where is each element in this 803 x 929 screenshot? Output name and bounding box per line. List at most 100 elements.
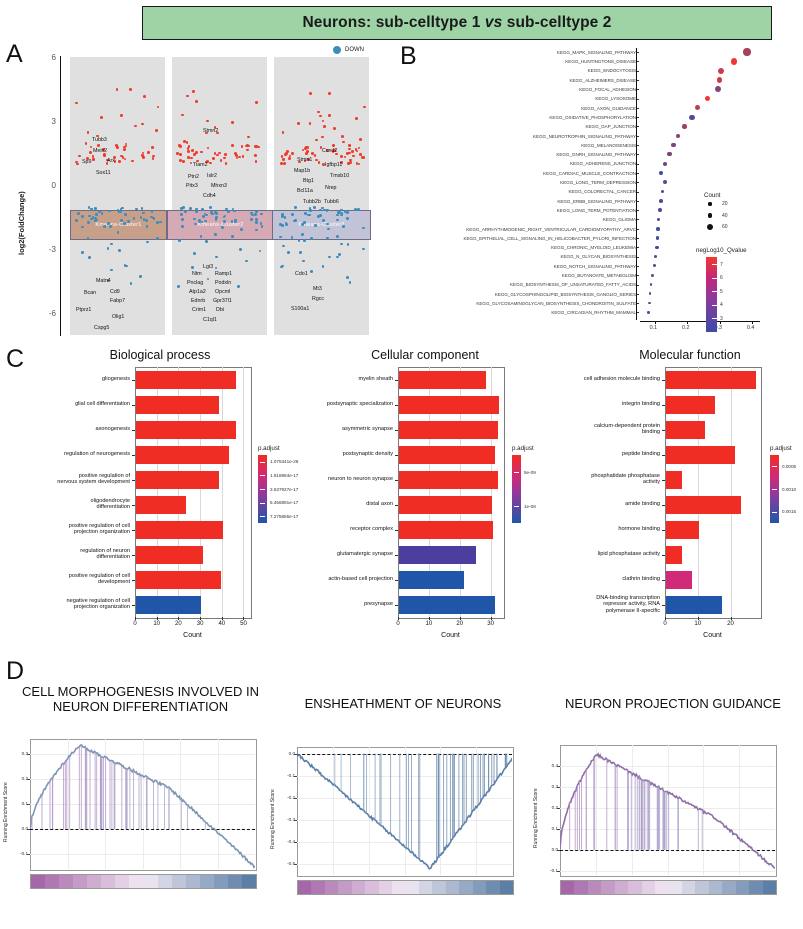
kegg-axis-tick <box>636 52 639 53</box>
bar-axis-tick <box>662 404 665 406</box>
scatter-point-down <box>340 213 344 217</box>
heatstrip-segment <box>668 881 682 894</box>
count-legend-dot <box>708 202 712 206</box>
scatter-point-up <box>288 154 292 158</box>
scatter-point-up <box>133 124 137 128</box>
scatter-point-up <box>124 144 128 148</box>
heatstrip-segment <box>695 881 709 894</box>
bar-category-label: neuron to neuron synapse <box>328 476 393 483</box>
gsea-gridline-v <box>180 739 181 869</box>
gsea-gridline-v <box>217 739 219 869</box>
scatter-point-up <box>195 151 199 155</box>
bar-axis-tick <box>132 604 135 606</box>
scatter-point-down <box>87 255 91 259</box>
padjust-legend-tick <box>260 489 265 490</box>
bar-axis-tick <box>395 454 398 456</box>
heatstrip-segment <box>655 881 669 894</box>
heatstrip-segment <box>614 881 629 894</box>
scatter-point-up <box>187 144 191 148</box>
scatter-point-down <box>254 221 258 224</box>
kegg-category-label: KEGG_FOCAL_ADHESION <box>579 87 636 92</box>
gsea-y-tick <box>557 870 560 872</box>
scatter-point-up <box>357 146 361 150</box>
scatter-point-down <box>90 217 93 221</box>
bar-x-tick-label: 0 <box>133 621 137 627</box>
bar-axis-tick <box>662 429 665 431</box>
scatter-point-down <box>308 206 312 210</box>
bar-axis-tick <box>395 404 398 406</box>
gsea-y-tick <box>294 775 297 777</box>
scatter-point-up <box>235 156 239 160</box>
scatter-point-up <box>253 154 257 157</box>
scatter-point-down <box>313 206 316 210</box>
scatter-point-down <box>281 212 284 216</box>
bar-axis-tick <box>132 529 135 531</box>
scatter-point-up <box>187 156 190 159</box>
scatter-point-down <box>192 252 196 255</box>
scatter-point-down <box>309 208 312 212</box>
gene-label-down: Cd9 <box>110 289 120 295</box>
panel-b: B KEGG_MAPK_SIGNALING_PATHWAY KEGG_HUNTIN… <box>398 40 803 345</box>
scatter-point-down <box>290 236 294 239</box>
color-legend-label: 7 <box>720 261 723 268</box>
scatter-point-up <box>291 152 295 155</box>
gsea-running-score-curve <box>297 752 512 870</box>
bar-axis-tick <box>662 554 665 556</box>
heatstrip-segment <box>338 881 352 894</box>
bar-category-label: phosphatidate phosphatase activity <box>591 473 660 486</box>
scatter-point-down <box>151 216 155 220</box>
heatstrip-segment <box>171 875 186 888</box>
kegg-dot <box>648 301 651 305</box>
gene-label-up: Meis2 <box>93 148 108 154</box>
scatter-point-down <box>287 251 291 255</box>
scatter-point-down <box>150 209 154 213</box>
color-legend-tick <box>712 291 717 292</box>
kegg-axis-tick <box>636 172 639 174</box>
bar-axis-tick <box>132 504 135 506</box>
kegg-dot <box>659 170 664 175</box>
scatter-point-up <box>332 149 336 152</box>
scatter-point-down <box>284 221 288 225</box>
heatstrip-segment <box>365 881 379 894</box>
bar <box>136 495 186 514</box>
bar-category-label: distal axon <box>366 501 393 508</box>
heatstrip-segment <box>472 881 487 894</box>
scatter-point-down <box>120 206 124 210</box>
scatter-point-up <box>359 152 362 156</box>
panel-a-facet-3 <box>274 57 369 335</box>
bar <box>136 545 204 564</box>
padjust-legend-label: 3.637927e-17 <box>270 486 299 492</box>
scatter-point-down <box>299 251 302 254</box>
gene-label-down: Ptprz1 <box>76 307 92 313</box>
scatter-point-up <box>151 157 155 160</box>
scatter-point-down <box>95 218 99 222</box>
gsea-y-tick <box>27 754 30 755</box>
scatter-point-down <box>281 215 285 218</box>
gsea-y-axis-label: Running Enrichment Score <box>270 789 276 849</box>
kegg-dot <box>651 273 655 277</box>
bar <box>399 420 498 439</box>
bar-category-label: glutamatergic synapse <box>337 551 393 558</box>
bar-x-tick-label: 10 <box>153 621 161 627</box>
scatter-point-down <box>155 221 159 224</box>
bar <box>666 370 757 389</box>
scatter-point-down <box>94 216 98 220</box>
kegg-category-label: KEGG_GLYCOSAMINOGLYCAN_BIOSYNTHESIS_CHON… <box>476 300 636 306</box>
kegg-axis-tick <box>636 238 639 239</box>
scatter-point-up <box>254 160 258 164</box>
scatter-point-up <box>121 156 125 160</box>
scatter-point-up <box>304 147 307 150</box>
gene-label-down: Ednrb <box>191 298 206 304</box>
bar-axis-tick <box>662 454 665 456</box>
gsea-zero-line <box>297 753 512 755</box>
kegg-category-label: KEGG_GNRH_SIGNALING_PATHWAY <box>556 152 636 158</box>
kegg-dot <box>675 133 681 138</box>
gsea-gridline-v <box>595 745 597 875</box>
bar-x-tick <box>178 617 180 620</box>
scatter-point-up <box>204 131 208 135</box>
panel-a-facet-1 <box>70 57 165 335</box>
scatter-point-down <box>108 209 112 213</box>
scatter-point-up <box>206 146 210 150</box>
gene-label-up: Btg1 <box>303 178 314 184</box>
gsea-gridline-v <box>368 747 370 875</box>
